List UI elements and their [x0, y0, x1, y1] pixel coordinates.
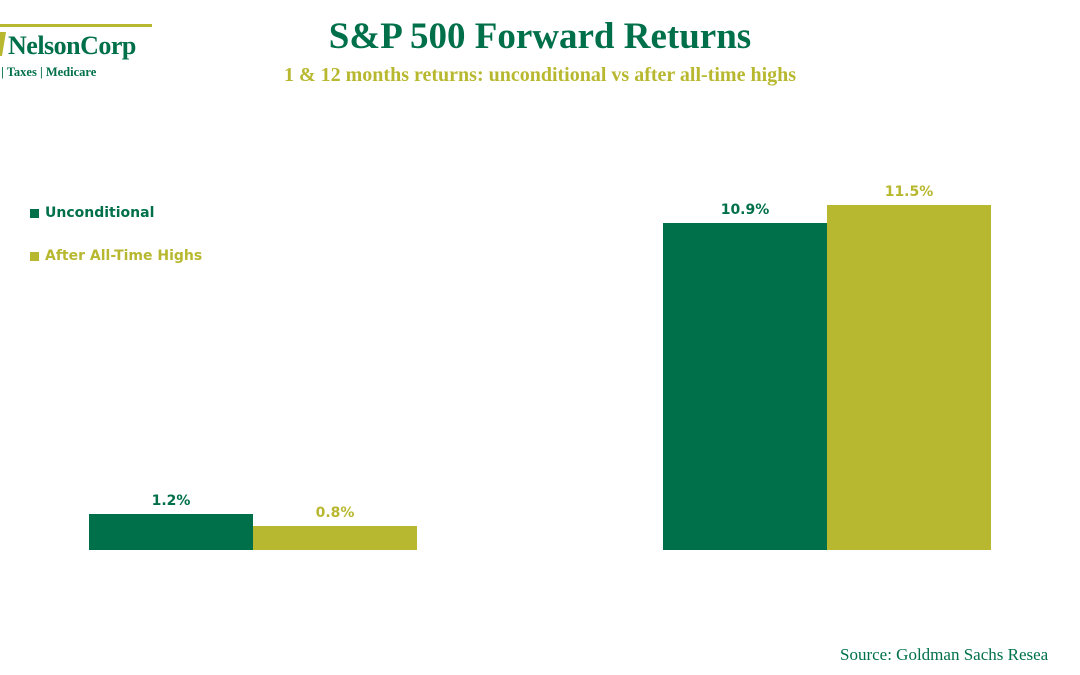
- bar-unconditional-2: [663, 223, 827, 550]
- source-note: Source: Goldman Sachs Resea: [840, 645, 1049, 664]
- legend-swatch-after-all-time-highs: [30, 251, 39, 261]
- logo-name: NelsonCorp: [8, 31, 136, 60]
- chart-subtitle: 1 & 12 months returns: unconditional vs …: [283, 64, 797, 86]
- data-label-after-all-time-highs-2: 11.5%: [885, 184, 934, 200]
- bar-unconditional-1: [89, 514, 253, 550]
- bar-after-all-time-highs-1: [253, 526, 417, 550]
- logo-accent-bar: [0, 24, 152, 27]
- bar-after-all-time-highs-2: [827, 205, 991, 550]
- legend-item-after-all-time-highs: After All-Time Highs: [30, 246, 202, 266]
- chart-legend: Unconditional After All-Time Highs: [30, 203, 202, 289]
- legend-label-after-all-time-highs: After All-Time Highs: [45, 248, 203, 264]
- chart-title: S&P 500 Forward Returns: [328, 16, 752, 57]
- legend-label-unconditional: Unconditional: [45, 205, 155, 221]
- data-label-unconditional-2: 10.9%: [721, 202, 770, 218]
- logo-mark-icon: [0, 32, 6, 56]
- brand-logo: NelsonCorp ments | Taxes | Medicare: [0, 22, 160, 82]
- legend-swatch-unconditional: [30, 208, 39, 218]
- data-label-after-all-time-highs-1: 0.8%: [316, 505, 355, 521]
- logo-tagline: ments | Taxes | Medicare: [0, 65, 97, 79]
- data-label-unconditional-1: 1.2%: [152, 493, 191, 509]
- legend-item-unconditional: Unconditional: [30, 203, 202, 223]
